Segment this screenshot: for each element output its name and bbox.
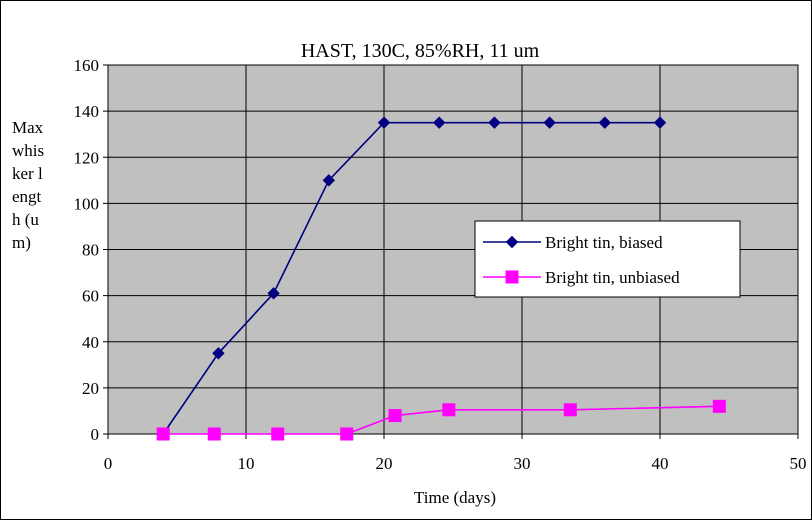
y-tick-label: 140 [74,102,100,121]
series-layer [156,116,726,441]
data-point-diamond [377,116,391,129]
data-point-diamond [212,347,225,360]
data-point-square [563,403,577,417]
y-tick-label: 120 [74,148,100,167]
y-tick-label: 160 [74,56,100,75]
y-axis-ticks: 0 20 40 60 80 100 120 140 160 [74,56,108,444]
legend-box [474,220,741,298]
chart-title: HAST, 130C, 85%RH, 11 um [301,40,540,62]
legend-label: Bright tin, unbiased [545,268,680,287]
data-point-square [271,427,285,441]
legend-label: Bright tin, biased [545,233,663,252]
x-axis-ticks: 0 10 20 30 40 50 [104,434,807,473]
data-point-diamond [505,235,519,249]
data-point-square [442,403,456,417]
x-tick-label: 50 [790,454,807,473]
x-tick-label: 20 [376,454,393,473]
y-tick-label: 40 [82,333,99,352]
data-point-diamond [653,116,667,129]
y-tick-label: 100 [74,194,100,213]
data-point-square [156,427,170,441]
data-point-diamond [322,174,336,187]
x-tick-label: 30 [514,454,531,473]
series-2 [156,399,726,441]
y-tick-label: 0 [91,425,100,444]
data-point-square [340,427,354,441]
y-tick-label: 80 [82,241,99,260]
data-point-diamond [267,287,280,300]
data-point-square [207,427,221,441]
legend-item-1: Bright tin, biased [483,233,663,252]
series-line [162,121,660,435]
data-point-diamond [598,116,612,129]
data-point-square [505,270,519,284]
legend-item-2: Bright tin, unbiased [483,268,680,287]
y-tick-label: 60 [82,287,99,306]
legend: Bright tin, biased Bright tin, unbiased [474,220,741,298]
data-point-square [388,409,402,423]
data-point-square [712,399,726,413]
x-axis-label: Time (days) [414,488,496,507]
series-line [163,405,720,435]
data-point-diamond [432,116,446,129]
x-tick-label: 0 [104,454,113,473]
x-tick-label: 10 [238,454,255,473]
data-point-diamond [488,116,501,129]
x-tick-label: 40 [652,454,669,473]
y-axis-label: Max whisker length (um) [12,118,45,252]
y-tick-label: 20 [82,379,99,398]
data-point-diamond [543,116,556,129]
